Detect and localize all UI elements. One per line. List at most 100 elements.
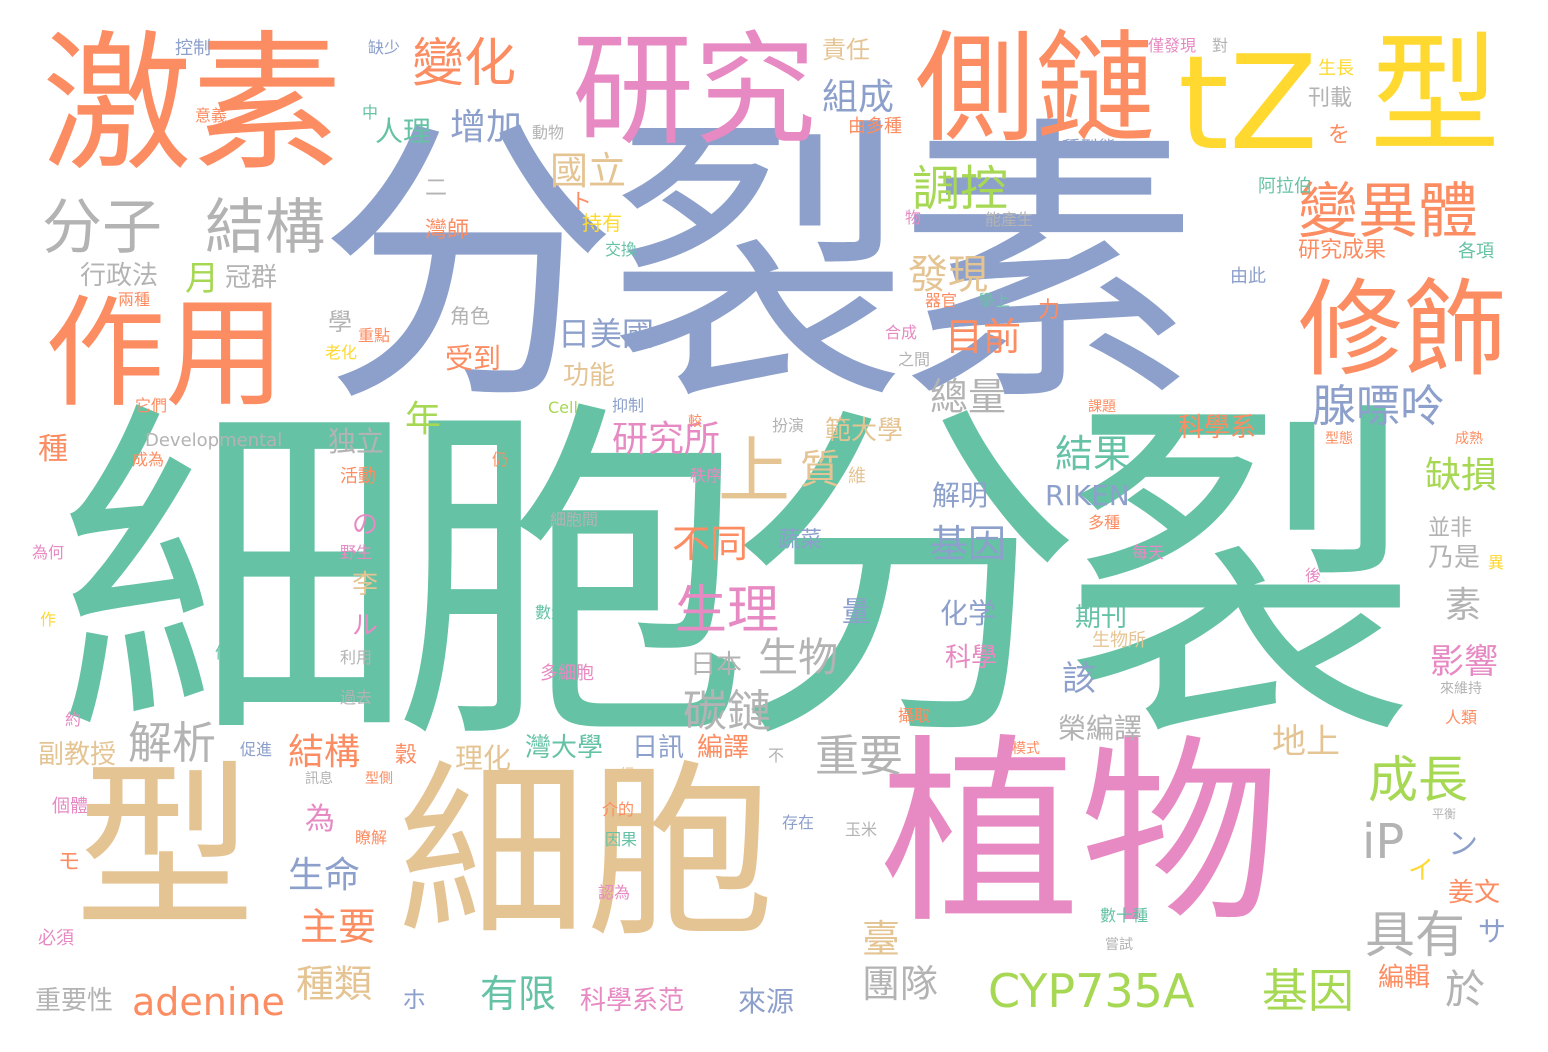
word-limited: 有限: [480, 972, 557, 1016]
word-month: 月: [185, 259, 219, 299]
word-physics-chem: 理化: [455, 742, 512, 775]
word-wei: 維: [848, 466, 866, 487]
word-promote: 促進: [240, 740, 273, 759]
word-daily-news: 日訊: [632, 733, 685, 763]
word-intake: 攝取: [898, 706, 931, 725]
word-can-produce: 能產生: [985, 210, 1034, 229]
word-middle: 中: [362, 103, 379, 122]
word-multicellular: 多細胞: [540, 663, 594, 684]
word-national: 國立: [550, 149, 627, 193]
word-discovery: 發現: [908, 252, 988, 298]
word-human: 人類: [1445, 708, 1478, 727]
word-different-yi: 異: [1488, 553, 1505, 572]
word-individual: 個體: [52, 796, 88, 817]
word-causality: 因果: [605, 830, 638, 849]
word-is: 係: [215, 643, 232, 662]
word-corn: 玉米: [845, 820, 878, 839]
word-after: 後: [1305, 566, 1322, 585]
word-source: 來源: [738, 985, 795, 1018]
word-academically: 學上: [978, 291, 1011, 310]
word-riken: RIKEN: [1045, 479, 1130, 512]
word-journal: 期刊: [1075, 603, 1128, 633]
word-no: の: [352, 510, 379, 540]
word-tw-university: 灣大學: [525, 733, 604, 763]
word-year: 年: [405, 399, 442, 440]
word-activity: 活動: [340, 466, 376, 487]
word-team: 團隊: [862, 962, 939, 1006]
word-regulation: 調控: [912, 161, 1009, 217]
word-dozens: 數十種: [1100, 906, 1149, 925]
word-types: 種類: [296, 962, 373, 1006]
word-analysis: 解析: [128, 718, 216, 769]
word-normal-university: 範大學: [825, 416, 904, 446]
word-structure-orange: 結構: [288, 732, 361, 773]
word-key-point: 重點: [358, 326, 391, 345]
word-two: 二: [425, 176, 448, 201]
word-approx: 約: [65, 710, 82, 729]
word-order: 秩序: [690, 466, 723, 485]
word-result: 結果: [1055, 432, 1132, 476]
word-grow: 生長: [1318, 58, 1354, 79]
word-defect: 缺損: [1425, 455, 1498, 496]
word-multiple: 由多種: [848, 116, 902, 137]
word-adenine-zh: 腺嘌呤: [1312, 381, 1444, 432]
word-is-rather: 乃是: [1428, 543, 1481, 573]
word-force: 力: [1038, 298, 1061, 323]
word-thing: 物: [905, 208, 922, 227]
word-physiology: 生理: [675, 581, 780, 641]
word-play-role: 扮演: [772, 416, 805, 435]
word-sa: サ: [1478, 915, 1507, 948]
word-at: 於: [1445, 967, 1485, 1013]
word-research: 研究: [572, 20, 816, 162]
word-institute: 研究所: [612, 419, 721, 460]
word-bio-institute: 生物所: [1092, 630, 1146, 651]
word-growth: 成長: [1368, 751, 1468, 809]
word-ren-li: 人理: [375, 115, 432, 148]
word-lack: 缺少: [368, 38, 401, 57]
word-this: 該: [1062, 659, 1096, 699]
word-tai: 臺: [862, 917, 901, 961]
word-between: 之間: [898, 350, 931, 369]
word-research-results: 研究成果: [1298, 238, 1387, 263]
word-rong-translate: 榮編譯: [1058, 712, 1143, 745]
word-type-side: 型側: [365, 771, 393, 787]
word-japan-us: 日美國: [558, 315, 655, 353]
word-influence: 影響: [1430, 642, 1498, 682]
word-type-yellow: 型: [1370, 19, 1501, 171]
word-mutant: 變異體: [1298, 177, 1478, 247]
word-cytokinin: 分裂素: [318, 93, 1198, 442]
word-amount: 量: [842, 595, 871, 628]
word-receive: 受到: [445, 342, 502, 375]
word-science-dept-fan: 科學系范: [580, 986, 685, 1016]
word-life: 生命: [288, 855, 361, 896]
word-two-kinds: 兩種: [118, 290, 151, 309]
word-adenine: adenine: [132, 980, 285, 1024]
word-inhibit: 抑制: [612, 396, 645, 415]
word-different: 不同: [672, 522, 749, 566]
word-cell: 細胞: [398, 744, 774, 963]
word-balance: 平衡: [1432, 807, 1457, 821]
word-increase: 增加: [450, 107, 523, 148]
word-carbon-chain: 碳鏈: [683, 686, 771, 737]
word-animal: 動物: [532, 123, 565, 142]
word-jiang-wen: 姜文: [1448, 878, 1501, 908]
word-up: 上: [718, 429, 791, 513]
word-various: 多種: [1088, 513, 1121, 532]
word-li: 李: [352, 570, 379, 600]
word-they: 它們: [135, 396, 168, 415]
word-n: ン: [1448, 827, 1478, 862]
word-ip: iP: [1362, 814, 1405, 870]
word-structure-gray: 結構: [205, 193, 325, 263]
word-gene-lime: 基因: [1262, 964, 1354, 1018]
word-clarify: 解明: [932, 479, 989, 512]
word-japan: 日本: [690, 650, 743, 680]
word-via: 經: [620, 767, 634, 783]
word-mo: モ: [58, 850, 81, 875]
word-mature: 成熟: [1455, 431, 1483, 447]
word-ho: ホ: [402, 986, 426, 1014]
word-species: 種: [38, 432, 68, 467]
word-items: 各項: [1458, 241, 1494, 262]
word-total: 總量: [930, 375, 1007, 419]
word-tz: tZ: [1178, 27, 1319, 179]
